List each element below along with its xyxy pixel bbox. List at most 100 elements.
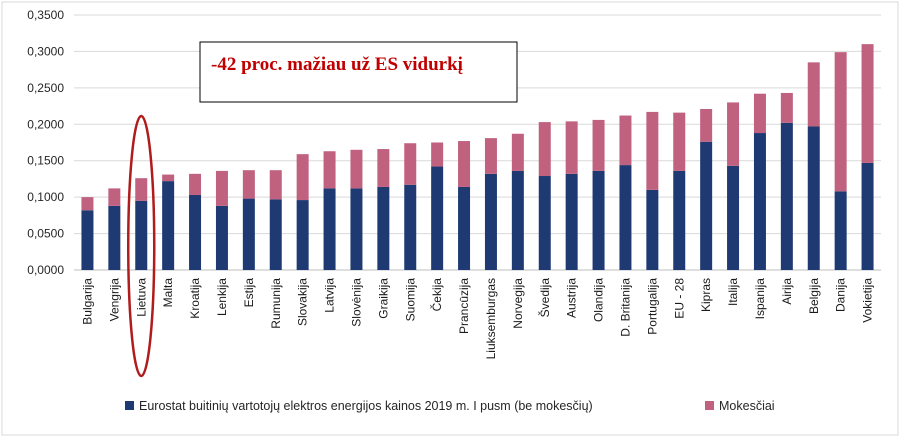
bar-ispanija-price [753, 133, 766, 270]
y-tick-label: 0,0500 [27, 227, 64, 241]
bar-eu-28-price [673, 170, 686, 270]
bar-liuksemburgas-taxes [484, 138, 497, 174]
bars [81, 44, 874, 270]
bar-lietuva-taxes [135, 178, 148, 201]
bar-latvija-taxes [323, 151, 336, 189]
bar-graikija-price [377, 186, 390, 270]
legend-marker-price [125, 401, 134, 410]
bar-slovenija-price [350, 188, 363, 270]
x-tick-label-latvija: Latvija [323, 278, 337, 313]
bar-malta-price [162, 181, 175, 270]
bar-belgija-taxes [807, 62, 820, 127]
bar-eu-28-taxes [673, 112, 686, 171]
bar-kipras-price [700, 141, 713, 270]
x-tick-label-rumunija: Rumunija [269, 278, 283, 329]
x-tick-label-portugalija: Portugalija [645, 278, 659, 335]
bar-prancuzija-price [458, 186, 471, 270]
annotation-box: -42 proc. mažiau už ES vidurkį [199, 41, 518, 103]
x-tick-label-suomija: Suomija [403, 278, 417, 322]
bar-suomija-taxes [404, 143, 417, 185]
bar-svedija-price [538, 176, 551, 270]
x-tick-label-norvegija: Norvegija [511, 278, 525, 329]
bar-kroatija-taxes [189, 173, 202, 195]
x-tick-label-cekija: Čekija [429, 278, 444, 312]
bar-slovakija-price [296, 200, 309, 270]
x-tick-label-belgija: Belgija [807, 278, 821, 314]
bar-kroatija-price [189, 194, 202, 270]
x-tick-label-prancuzija: Prancūzija [457, 278, 471, 334]
annotation-frame [199, 41, 518, 103]
x-axis-ticks: Bulgarija Vengrija Lietuva Malta Kroatija Len… [80, 278, 874, 360]
bar-rumunija-taxes [269, 170, 282, 200]
bar-austrija-price [565, 173, 578, 270]
x-tick-label-kroatija: Kroatija [188, 278, 202, 319]
x-tick-label-estija: Estija [242, 278, 256, 308]
y-tick-label: 0,2000 [27, 117, 64, 131]
legend-label-price: Eurostat buitinių vartotojų elektros ene… [139, 399, 593, 413]
bar-bulgarija-taxes [81, 197, 94, 211]
bar-suomija-price [404, 184, 417, 270]
bar-vokietija-price [861, 162, 874, 270]
bar-vengrija-price [108, 205, 121, 270]
bar-norvegija-taxes [511, 133, 524, 171]
highlight-ellipse [127, 114, 156, 378]
bar-malta-taxes [162, 174, 175, 182]
bar-svedija-taxes [538, 122, 551, 177]
x-tick-label-slovenija: Slovėnija [349, 278, 363, 327]
highlight-ellipse-lietuva [127, 114, 156, 378]
y-tick-label: 0,0000 [27, 263, 64, 277]
bar-latvija-price [323, 188, 336, 270]
legend-marker-taxes [705, 401, 714, 410]
bar-olandija-taxes [592, 119, 605, 171]
bar-d-britanija-taxes [619, 115, 632, 166]
x-tick-label-austrija: Austrija [565, 278, 579, 318]
x-tick-label-lenkija: Lenkija [215, 278, 229, 316]
bar-ispanija-taxes [753, 93, 766, 134]
y-tick-label: 0,1000 [27, 190, 64, 204]
x-tick-label-slovakija: Slovakija [296, 278, 310, 326]
bar-d-britanija-price [619, 165, 632, 270]
y-tick-label: 0,1500 [27, 154, 64, 168]
bar-cekija-price [431, 166, 444, 270]
x-tick-label-vengrija: Vengrija [107, 278, 121, 322]
bar-belgija-price [807, 126, 820, 270]
bar-danija-price [834, 191, 847, 270]
bar-italija-taxes [727, 102, 740, 166]
x-tick-label-liuksemburgas: Liuksemburgas [484, 278, 498, 359]
x-tick-label-d-britanija: D. Britanija [618, 278, 632, 337]
bar-austrija-taxes [565, 121, 578, 174]
y-tick-label: 0,3000 [27, 44, 64, 58]
x-tick-label-eu-28: EU - 28 [672, 278, 686, 319]
x-tick-label-ispanija: Ispanija [753, 278, 767, 320]
bar-portugalija-price [646, 189, 659, 270]
bar-estija-price [242, 198, 255, 270]
x-tick-label-italija: Italija [726, 278, 740, 306]
x-tick-label-bulgarija: Bulgarija [80, 278, 94, 325]
bar-liuksemburgas-price [484, 173, 497, 270]
x-tick-label-vokietija: Vokietija [861, 278, 875, 323]
bar-slovakija-taxes [296, 154, 309, 201]
x-tick-label-kipras: Kipras [699, 278, 713, 312]
bar-lenkija-price [215, 205, 228, 270]
bar-graikija-taxes [377, 149, 390, 187]
bar-airija-taxes [780, 92, 793, 123]
bar-danija-taxes [834, 52, 847, 192]
bar-kipras-taxes [700, 108, 713, 142]
bar-cekija-taxes [431, 142, 444, 167]
bar-bulgarija-price [81, 210, 94, 270]
y-tick-label: 0,3500 [27, 8, 64, 22]
bar-lenkija-taxes [215, 170, 228, 206]
y-tick-label: 0,2500 [27, 81, 64, 95]
legend-label-taxes: Mokesčiai [719, 399, 775, 413]
bar-slovenija-taxes [350, 149, 363, 189]
legend: Eurostat buitinių vartotojų elektros ene… [125, 399, 775, 413]
x-tick-label-malta: Malta [161, 278, 175, 308]
annotation-text: -42 proc. mažiau už ES vidurkį [211, 54, 464, 75]
x-tick-label-airija: Airija [780, 278, 794, 305]
x-tick-label-graikija: Graikija [376, 278, 390, 319]
bar-norvegija-price [511, 170, 524, 270]
x-tick-label-olandija: Olandija [592, 278, 606, 322]
bar-rumunija-price [269, 199, 282, 270]
